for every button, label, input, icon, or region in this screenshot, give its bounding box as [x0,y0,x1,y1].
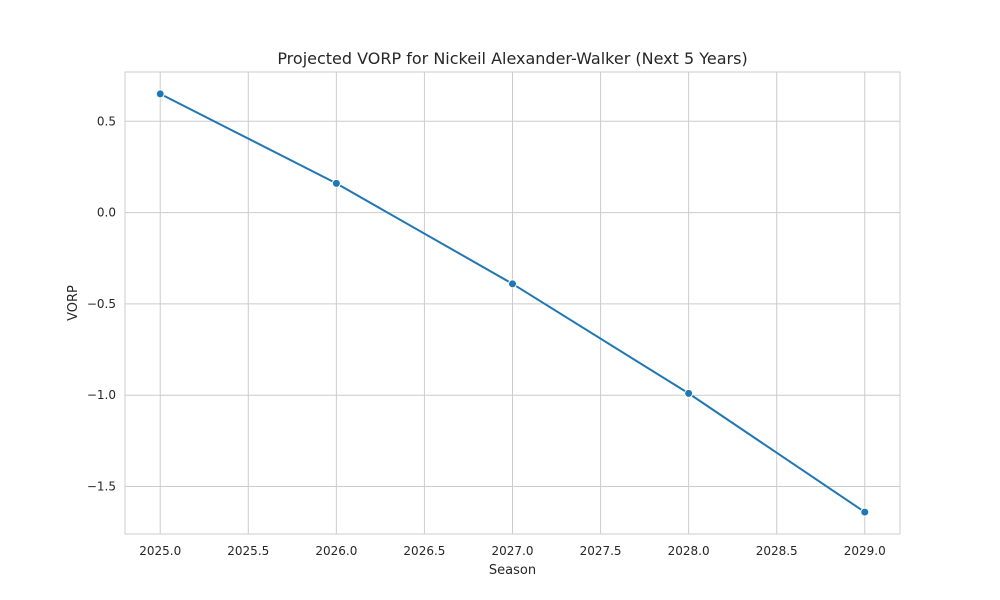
y-tick-label: −0.5 [87,297,116,311]
series-layer [155,89,870,517]
grid-lines [125,72,900,534]
x-tick-label: 2028.5 [756,544,798,558]
x-tick-label: 2028.0 [668,544,710,558]
x-tick-label: 2026.0 [315,544,357,558]
y-tick-label: 0.5 [97,114,116,128]
y-tick-label: 0.0 [97,206,116,220]
y-tick-label: −1.5 [87,480,116,494]
x-tick-label: 2027.5 [580,544,622,558]
y-axis-ticks: 0.5 0.0 −0.5 −1.0 −1.5 [87,114,116,493]
data-point [684,388,694,398]
chart-title: Projected VORP for Nickeil Alexander-Wal… [277,49,747,68]
y-tick-label: −1.0 [87,388,116,402]
x-tick-label: 2027.0 [492,544,534,558]
x-axis-label: Season [489,563,536,578]
data-point [331,178,341,188]
data-point [508,279,517,289]
x-tick-label: 2029.0 [844,544,886,558]
x-tick-label: 2025.0 [139,544,181,558]
data-point [155,89,165,99]
x-tick-label: 2026.5 [403,544,445,558]
x-axis-ticks: 2025.0 2025.5 2026.0 2026.5 2027.0 2027.5 2028… [139,544,886,558]
data-point [860,507,870,517]
y-axis-label: VORP [66,285,81,321]
x-tick-label: 2025.5 [227,544,269,558]
